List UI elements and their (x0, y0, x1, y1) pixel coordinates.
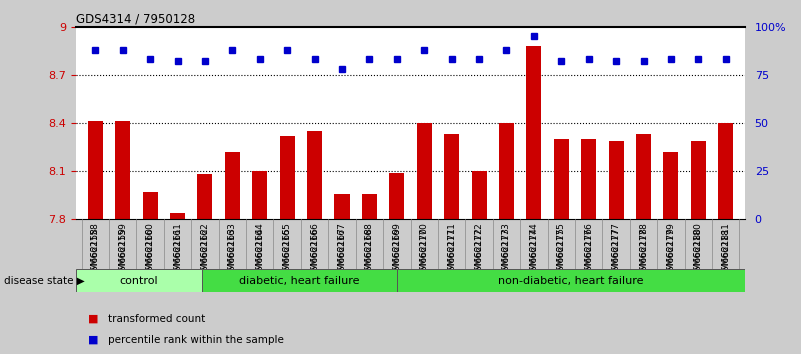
Text: GSM662160: GSM662160 (146, 222, 155, 277)
Text: control: control (119, 275, 158, 286)
FancyBboxPatch shape (202, 269, 396, 292)
Text: disease state ▶: disease state ▶ (4, 275, 85, 285)
Text: GSM662158: GSM662158 (91, 222, 100, 277)
Text: GSM662181: GSM662181 (721, 222, 731, 277)
Text: GSM662167: GSM662167 (337, 222, 347, 277)
Text: GSM662164: GSM662164 (256, 222, 264, 277)
Text: GSM662178: GSM662178 (639, 222, 648, 277)
Text: GSM662174: GSM662174 (529, 222, 538, 277)
Text: GSM662159: GSM662159 (119, 222, 127, 277)
Bar (307, 131, 322, 219)
Bar (582, 139, 596, 219)
Text: GSM662169: GSM662169 (392, 222, 401, 277)
Text: GSM662173: GSM662173 (502, 222, 511, 277)
Text: GSM662171: GSM662171 (447, 222, 456, 277)
Bar (88, 121, 103, 219)
Text: GSM662162: GSM662162 (200, 222, 209, 277)
Bar (170, 213, 185, 219)
Bar (609, 141, 624, 219)
Bar (143, 192, 158, 219)
Bar (362, 194, 377, 219)
Bar (499, 123, 514, 219)
Text: GSM662168: GSM662168 (365, 222, 374, 277)
Bar (444, 134, 459, 219)
Bar (280, 136, 295, 219)
Bar (553, 139, 569, 219)
Text: GSM662163: GSM662163 (227, 222, 237, 277)
Text: GSM662166: GSM662166 (310, 222, 319, 277)
Text: GSM662170: GSM662170 (420, 222, 429, 277)
Text: GSM662161: GSM662161 (173, 222, 182, 277)
Bar (389, 173, 405, 219)
Bar (115, 121, 131, 219)
Bar (197, 175, 212, 219)
Text: GSM662179: GSM662179 (666, 222, 675, 277)
Bar (335, 194, 349, 219)
Bar (472, 171, 486, 219)
Bar (225, 152, 239, 219)
Bar (690, 141, 706, 219)
Bar (663, 152, 678, 219)
Bar (636, 134, 651, 219)
Text: non-diabetic, heart failure: non-diabetic, heart failure (498, 275, 643, 286)
Text: GSM662180: GSM662180 (694, 222, 702, 277)
Text: transformed count: transformed count (108, 314, 205, 324)
Text: GSM662175: GSM662175 (557, 222, 566, 277)
Text: GSM662177: GSM662177 (612, 222, 621, 277)
Text: ■: ■ (88, 335, 99, 345)
Bar (718, 123, 733, 219)
Bar (252, 171, 268, 219)
Text: percentile rank within the sample: percentile rank within the sample (108, 335, 284, 345)
Text: GDS4314 / 7950128: GDS4314 / 7950128 (76, 12, 195, 25)
Bar (526, 46, 541, 219)
Text: GSM662176: GSM662176 (584, 222, 594, 277)
FancyBboxPatch shape (76, 269, 202, 292)
Text: ■: ■ (88, 314, 99, 324)
Text: GSM662165: GSM662165 (283, 222, 292, 277)
FancyBboxPatch shape (396, 269, 745, 292)
Bar (417, 123, 432, 219)
Text: GSM662172: GSM662172 (474, 222, 484, 277)
Text: diabetic, heart failure: diabetic, heart failure (239, 275, 360, 286)
